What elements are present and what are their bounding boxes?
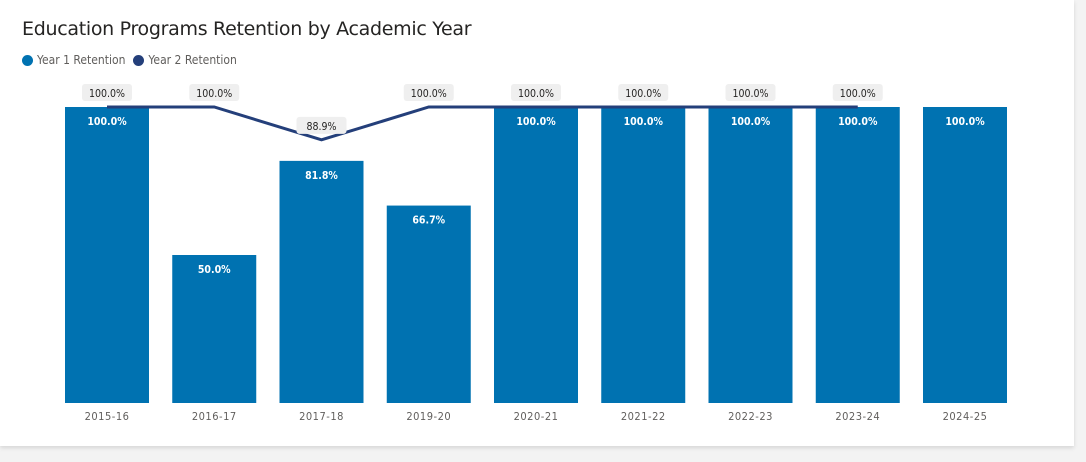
year2-line [107, 105, 858, 142]
line-label-2016-17: 100.0% [196, 88, 232, 100]
line-label-bg-2022-23 [725, 84, 776, 101]
line-label-2021-22: 100.0% [625, 88, 661, 100]
line-label-bg-2021-22 [618, 84, 669, 101]
chart-card: Education Programs Retention by Academic… [0, 0, 1074, 446]
bar-label-2023-24: 100.0% [838, 116, 878, 128]
bar-label-2024-25: 100.0% [945, 116, 985, 128]
line-label-bg-2020-21 [511, 84, 561, 101]
legend-marker-year2 [133, 54, 145, 66]
line-label-2019-20: 100.0% [411, 88, 447, 100]
line-label-bg-2015-16 [82, 84, 132, 101]
bar-label-2021-22: 100.0% [624, 116, 664, 128]
bar-label-2022-23: 100.0% [731, 116, 771, 128]
line-label-2022-23: 100.0% [732, 88, 768, 100]
bar-2015-16[interactable] [65, 107, 149, 403]
line-label-bg-2019-20 [403, 84, 454, 101]
line-label-bg-2017-18 [296, 116, 347, 134]
bar-2022-23[interactable] [708, 107, 793, 403]
bar-label-2015-16: 100.0% [87, 116, 127, 128]
line-label-2015-16: 100.0% [89, 88, 125, 100]
bar-label-2016-17: 50.0% [198, 264, 231, 276]
line-label-2023-24: 100.0% [840, 88, 876, 100]
bar-2019-20[interactable] [386, 205, 471, 403]
bar-2020-21[interactable] [494, 107, 578, 403]
bar-2016-17[interactable] [172, 255, 257, 403]
bar-2024-25[interactable] [923, 107, 1007, 403]
bar-label-2019-20: 66.7% [412, 215, 445, 227]
bar-label-2017-18: 81.8% [305, 170, 338, 182]
line-label-bg-2016-17 [189, 84, 240, 101]
x-tick-label-2021-22: 2021-22 [621, 410, 666, 423]
line-label-bg-2023-24 [832, 84, 883, 101]
legend-marker-year1 [22, 54, 33, 66]
line-label-2017-18: 88.9% [306, 121, 336, 133]
bar-label-2020-21: 100.0% [516, 116, 556, 128]
x-tick-label-2022-23: 2022-23 [728, 410, 773, 423]
legend: Year 1 Retention Year 2 Retention [22, 53, 237, 67]
x-tick-label-2016-17: 2016-17 [192, 410, 237, 423]
bar-2017-18[interactable] [279, 160, 364, 403]
chart-title: Education Programs Retention by Academic… [22, 18, 472, 40]
x-tick-label-2020-21: 2020-21 [514, 410, 559, 423]
legend-label-year1[interactable]: Year 1 Retention [37, 53, 126, 67]
x-tick-label-2017-18: 2017-18 [299, 410, 344, 423]
line-label-2020-21: 100.0% [518, 88, 554, 100]
bar-2021-22[interactable] [601, 107, 686, 403]
x-tick-label-2015-16: 2015-16 [85, 410, 130, 423]
x-tick-label-2024-25: 2024-25 [943, 410, 988, 423]
legend-label-year2[interactable]: Year 2 Retention [148, 53, 237, 67]
x-tick-label-2023-24: 2023-24 [835, 410, 880, 423]
bar-2023-24[interactable] [815, 107, 900, 403]
x-tick-label-2019-20: 2019-20 [406, 410, 451, 423]
